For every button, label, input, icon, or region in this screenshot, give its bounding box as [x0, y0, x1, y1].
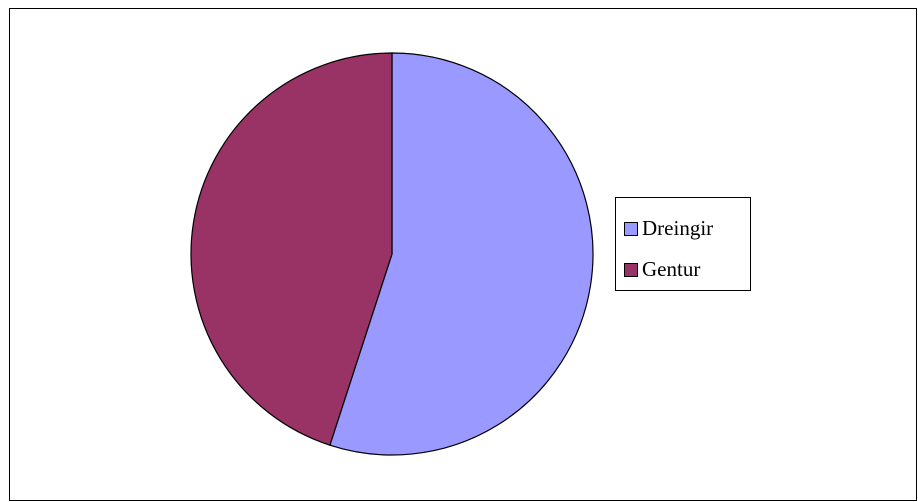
legend-swatch — [624, 263, 638, 277]
pie-slice — [190, 52, 393, 446]
pie-slice — [329, 52, 594, 456]
legend-label: Gentur — [642, 257, 700, 281]
legend-swatch — [624, 222, 638, 236]
legend-label: Dreingir — [642, 216, 713, 240]
